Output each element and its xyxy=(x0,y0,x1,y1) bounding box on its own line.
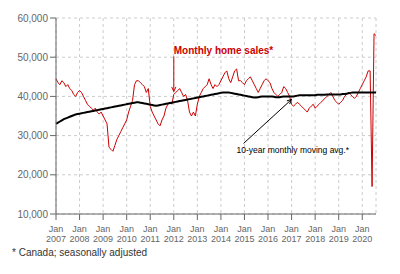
html-text:* Canada; seasonally adjusted: * Canada; seasonally adjusted xyxy=(12,247,148,258)
svg-text:Jan2010: Jan2010 xyxy=(117,224,137,244)
svg-text:Jan2020: Jan2020 xyxy=(352,224,372,244)
svg-text:20,000: 20,000 xyxy=(17,169,48,180)
svg-text:Jan2016: Jan2016 xyxy=(258,224,278,244)
svg-text:10,000: 10,000 xyxy=(17,209,48,220)
svg-text:Jan2014: Jan2014 xyxy=(211,224,231,244)
svg-text:Jan2011: Jan2011 xyxy=(141,224,160,244)
svg-text:40,000: 40,000 xyxy=(17,91,48,102)
svg-text:Jan2007: Jan2007 xyxy=(46,224,66,244)
svg-text:30,000: 30,000 xyxy=(17,130,48,141)
svg-text:Jan2013: Jan2013 xyxy=(187,224,207,244)
svg-text:Jan2018: Jan2018 xyxy=(305,224,325,244)
svg-text:Jan2012: Jan2012 xyxy=(164,224,184,244)
svg-text:Monthly home sales*: Monthly home sales* xyxy=(174,45,274,56)
svg-text:60,000: 60,000 xyxy=(17,13,48,24)
svg-text:Jan2017: Jan2017 xyxy=(282,224,302,244)
svg-text:10-year monthly moving avg.*: 10-year monthly moving avg.* xyxy=(237,145,350,155)
svg-text:50,000: 50,000 xyxy=(17,52,48,63)
svg-text:Jan2009: Jan2009 xyxy=(93,224,113,244)
svg-text:Jan2015: Jan2015 xyxy=(234,224,254,244)
svg-text:Jan2019: Jan2019 xyxy=(329,224,349,244)
svg-text:Jan2008: Jan2008 xyxy=(70,224,90,244)
